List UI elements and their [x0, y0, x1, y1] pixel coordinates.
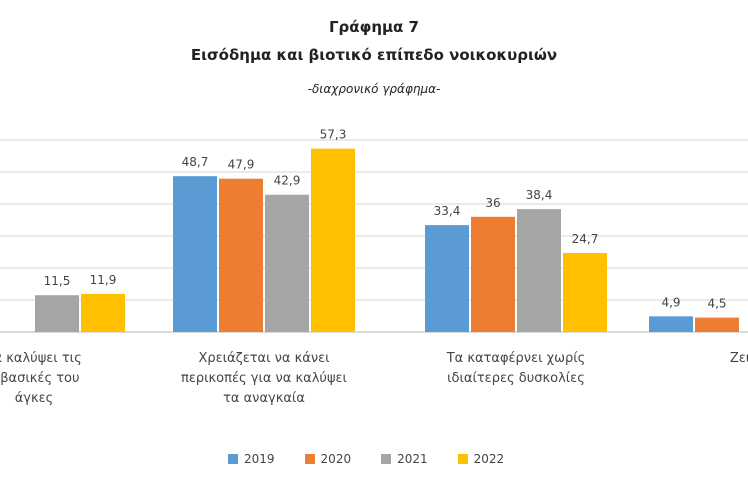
- bar-2021-cat2: [265, 194, 309, 332]
- legend-item-2020: 2020: [304, 452, 352, 466]
- data-label: 33,4: [434, 204, 461, 218]
- bar-2020-cat3: [471, 216, 515, 332]
- bar-2021-cat3: [517, 209, 561, 332]
- category-label: τα αναγκαία: [223, 391, 305, 406]
- data-label: 11,5: [44, 274, 71, 288]
- legend-item-2022: 2022: [457, 452, 505, 466]
- bar-2019-cat3: [425, 225, 469, 332]
- category-label: Τα καταφέρνει χωρίς: [446, 351, 586, 366]
- data-label: 4,9: [661, 295, 680, 309]
- data-label: 38,4: [526, 188, 553, 202]
- legend-item-2019: 2019: [228, 452, 275, 466]
- data-label: 4,5: [707, 297, 726, 311]
- category-label: Χρειάζεται να κάνει: [198, 351, 329, 366]
- chart-note: -διαχρονικό γράφημα-: [307, 82, 441, 96]
- bar-2019-cat2: [173, 176, 217, 332]
- chart-subtitle: Εισόδημα και βιοτικό επίπεδο νοικοκυριών: [190, 46, 558, 64]
- category-label: να καλύψει τις: [0, 351, 82, 366]
- legend-swatch: [304, 454, 315, 464]
- legend-label: 2021: [397, 452, 428, 466]
- chart-legend: 2019 2020 2021 2022: [228, 452, 504, 466]
- data-label: 42,9: [274, 174, 301, 188]
- category-label: Ζει: [730, 351, 748, 366]
- bar-2020-cat4: [695, 317, 739, 332]
- bar-2022-cat1: [81, 293, 125, 332]
- legend-swatch: [381, 454, 392, 464]
- legend-label: 2019: [244, 452, 275, 466]
- legend-label: 2022: [473, 452, 505, 466]
- legend-item-2021: 2021: [381, 452, 428, 466]
- bar-2022-cat3: [563, 252, 607, 332]
- category-label: ς βασικές του: [0, 371, 80, 386]
- category-label: άγκες: [15, 391, 54, 406]
- bar-2019-cat4: [649, 316, 693, 332]
- bar-2022-cat2: [311, 148, 355, 332]
- bar-2021-cat1: [35, 295, 79, 332]
- legend-swatch: [457, 454, 468, 464]
- bar-2020-cat2: [219, 178, 263, 332]
- legend-swatch: [228, 454, 238, 464]
- data-label: 48,7: [182, 155, 209, 169]
- chart-title: Γράφημα 7: [328, 18, 419, 36]
- legend-label: 2020: [320, 452, 352, 466]
- data-label: 11,9: [90, 273, 117, 287]
- data-label: 36: [485, 196, 500, 210]
- category-label: ιδιαίτερες δυσκολίες: [447, 371, 585, 386]
- data-label: 57,3: [320, 128, 347, 142]
- data-label: 47,9: [228, 158, 255, 172]
- data-label: 24,7: [572, 232, 599, 246]
- category-label: περικοπές για να καλύψει: [181, 371, 347, 386]
